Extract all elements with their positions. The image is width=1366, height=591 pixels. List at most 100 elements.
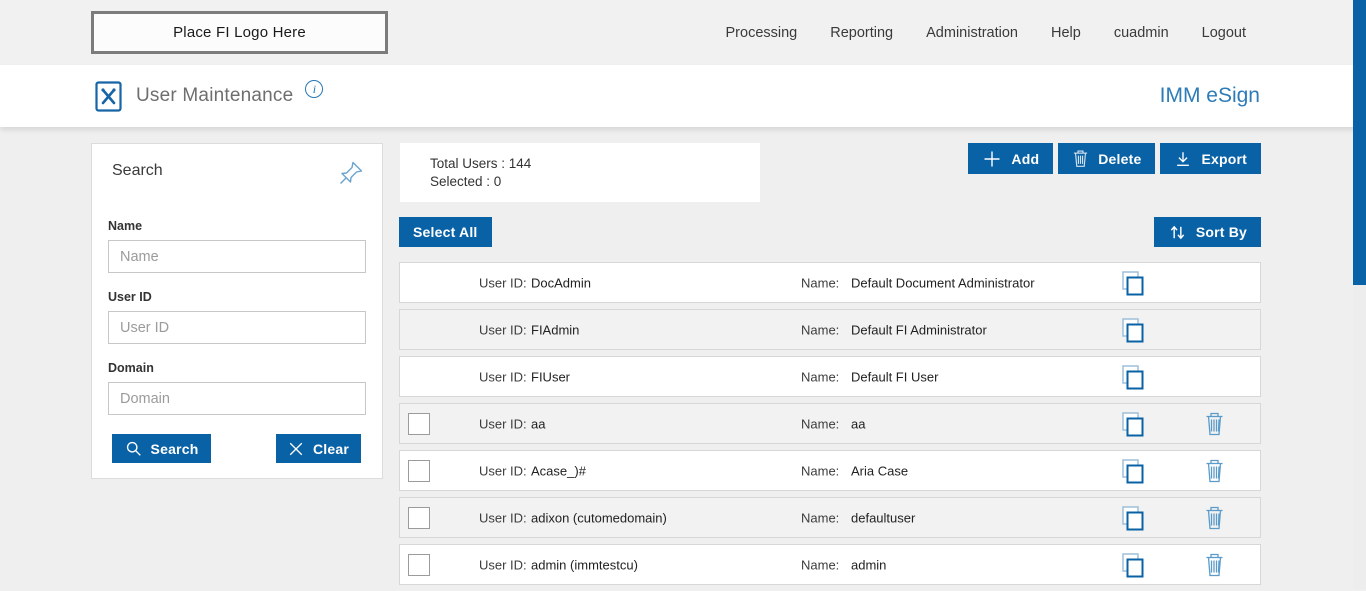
row-name-label: Name: xyxy=(801,557,840,572)
nav-logout[interactable]: Logout xyxy=(1201,24,1246,41)
row-checkbox[interactable] xyxy=(408,554,430,576)
clear-x-icon xyxy=(289,442,303,455)
page-header: User Maintenance i IMM eSign xyxy=(0,65,1366,127)
row-name-label: Name: xyxy=(801,510,840,525)
row-name-value: Default Document Administrator xyxy=(851,275,1035,290)
user-maintenance-doc-icon xyxy=(95,80,122,112)
search-icon xyxy=(126,441,141,456)
nav-help[interactable]: Help xyxy=(1051,24,1081,41)
pin-icon[interactable] xyxy=(338,160,364,191)
delete-user-icon[interactable] xyxy=(1204,411,1225,437)
export-button[interactable]: Export xyxy=(1160,143,1261,174)
sort-by-label: Sort By xyxy=(1195,224,1247,240)
fi-logo-placeholder: Place FI Logo Here xyxy=(91,11,388,54)
row-user-id-label: User ID: xyxy=(479,557,527,572)
scrollbar-track[interactable] xyxy=(1353,0,1366,589)
table-row: User ID: Acase_)# Name: Aria Case xyxy=(399,450,1261,491)
select-all-label: Select All xyxy=(413,224,478,240)
selected-count-label: Selected : 0 xyxy=(430,174,502,189)
table-row: User ID: DocAdmin Name: Default Document… xyxy=(399,262,1261,303)
copy-user-icon[interactable] xyxy=(1119,269,1146,296)
copy-user-icon[interactable] xyxy=(1119,551,1146,578)
row-name-label: Name: xyxy=(801,463,840,478)
row-user-id-value: adixon (cutomedomain) xyxy=(531,510,667,525)
row-name-value: defaultuser xyxy=(851,510,916,525)
nav-processing[interactable]: Processing xyxy=(725,24,798,41)
clear-button-label: Clear xyxy=(312,440,350,457)
nav-user-cuadmin[interactable]: cuadmin xyxy=(1113,24,1169,41)
delete-user-icon[interactable] xyxy=(1204,552,1225,578)
clear-button[interactable]: Clear xyxy=(276,434,361,463)
top-navigation: Processing Reporting Administration Help… xyxy=(726,0,1246,65)
delete-user-icon[interactable] xyxy=(1204,505,1225,531)
row-user-id-label: User ID: xyxy=(479,416,527,431)
userid-input[interactable] xyxy=(108,311,366,344)
row-name-value: Default FI User xyxy=(851,369,939,384)
delete-button[interactable]: Delete xyxy=(1058,143,1156,174)
download-icon xyxy=(1177,151,1190,166)
row-name-value: Default FI Administrator xyxy=(851,322,987,337)
copy-user-icon[interactable] xyxy=(1119,504,1146,531)
top-bar: Place FI Logo Here Processing Reporting … xyxy=(0,0,1366,65)
row-name-label: Name: xyxy=(801,275,840,290)
list-actions: Add Delete Export xyxy=(968,143,1261,174)
sort-by-button[interactable]: Sort By xyxy=(1153,217,1261,247)
summary-box: Total Users : 144 Selected : 0 xyxy=(400,143,760,202)
copy-user-icon[interactable] xyxy=(1119,410,1146,437)
search-field-userid: User ID xyxy=(108,290,366,344)
copy-user-icon[interactable] xyxy=(1119,457,1146,484)
copy-user-icon[interactable] xyxy=(1119,316,1146,343)
row-user-id-label: User ID: xyxy=(479,369,527,384)
row-checkbox[interactable] xyxy=(408,413,430,435)
search-button-label: Search xyxy=(150,440,199,457)
delete-button-label: Delete xyxy=(1098,150,1142,167)
page-title: User Maintenance xyxy=(136,85,294,106)
add-button-label: Add xyxy=(1011,150,1040,167)
table-row: User ID: aa Name: aa xyxy=(399,403,1261,444)
info-icon[interactable]: i xyxy=(305,80,324,98)
row-user-id-value: aa xyxy=(531,416,546,431)
domain-field-label: Domain xyxy=(108,361,154,375)
row-user-id-value: DocAdmin xyxy=(531,275,591,290)
nav-administration[interactable]: Administration xyxy=(926,24,1018,41)
total-users-label: Total Users : 144 xyxy=(430,156,532,171)
row-user-id-value: admin (immtestcu) xyxy=(531,557,638,572)
domain-input[interactable] xyxy=(108,382,366,415)
row-name-value: Aria Case xyxy=(851,463,909,478)
user-list: User ID: DocAdmin Name: Default Document… xyxy=(399,262,1261,591)
row-name-label: Name: xyxy=(801,416,840,431)
copy-user-icon[interactable] xyxy=(1119,363,1146,390)
table-row: User ID: FIAdmin Name: Default FI Admini… xyxy=(399,309,1261,350)
row-user-id-value: Acase_)# xyxy=(531,463,586,478)
table-row: User ID: adixon (cutomedomain) Name: def… xyxy=(399,497,1261,538)
search-button[interactable]: Search xyxy=(112,434,211,463)
brand-imm-esign: IMM eSign xyxy=(1159,84,1260,107)
row-checkbox[interactable] xyxy=(408,460,430,482)
row-name-value: aa xyxy=(851,416,866,431)
row-user-id-label: User ID: xyxy=(479,463,527,478)
nav-reporting[interactable]: Reporting xyxy=(830,24,894,41)
add-button[interactable]: Add xyxy=(968,143,1054,174)
select-all-button[interactable]: Select All xyxy=(399,217,492,247)
fi-logo-text: Place FI Logo Here xyxy=(173,24,306,41)
plus-icon xyxy=(984,151,1000,166)
row-user-id-label: User ID: xyxy=(479,510,527,525)
row-name-label: Name: xyxy=(801,322,840,337)
scrollbar-thumb[interactable] xyxy=(1353,0,1366,285)
export-button-label: Export xyxy=(1201,150,1247,167)
row-user-id-value: FIUser xyxy=(531,369,570,384)
row-user-id-value: FIAdmin xyxy=(531,322,580,337)
search-field-name: Name xyxy=(108,219,366,273)
userid-field-label: User ID xyxy=(108,290,152,304)
row-name-value: admin xyxy=(851,557,887,572)
delete-user-icon[interactable] xyxy=(1204,458,1225,484)
row-checkbox[interactable] xyxy=(408,507,430,529)
search-field-domain: Domain xyxy=(108,361,366,415)
trash-icon xyxy=(1074,150,1088,167)
table-row: User ID: FIUser Name: Default FI User xyxy=(399,356,1261,397)
sort-arrows-icon xyxy=(1170,225,1185,239)
name-field-label: Name xyxy=(108,219,143,233)
table-row: User ID: admin (immtestcu) Name: admin xyxy=(399,544,1261,585)
search-panel: Search Name User ID Domain Search xyxy=(91,143,383,479)
name-input[interactable] xyxy=(108,240,366,273)
